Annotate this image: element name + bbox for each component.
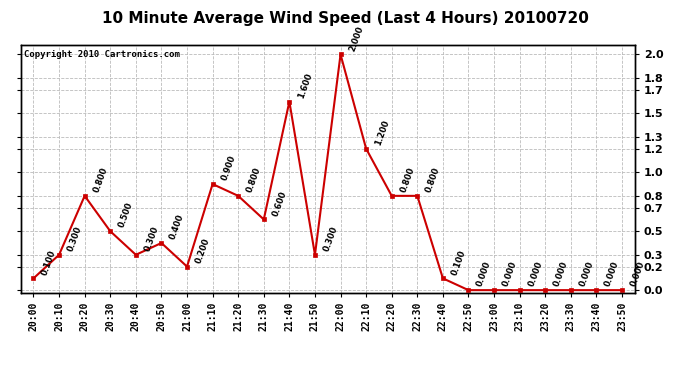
Text: 0.000: 0.000 — [526, 260, 544, 288]
Text: 0.000: 0.000 — [552, 260, 570, 288]
Text: 0.900: 0.900 — [219, 154, 237, 182]
Text: 0.100: 0.100 — [41, 248, 58, 276]
Text: 0.800: 0.800 — [424, 166, 442, 194]
Text: 0.300: 0.300 — [322, 225, 339, 253]
Text: 0.800: 0.800 — [245, 166, 263, 194]
Text: 0.600: 0.600 — [270, 189, 288, 217]
Text: 0.100: 0.100 — [450, 248, 467, 276]
Text: 0.300: 0.300 — [143, 225, 160, 253]
Text: 0.000: 0.000 — [501, 260, 518, 288]
Text: 0.000: 0.000 — [475, 260, 493, 288]
Text: 2.000: 2.000 — [348, 24, 365, 52]
Text: 0.300: 0.300 — [66, 225, 83, 253]
Text: 0.800: 0.800 — [92, 166, 109, 194]
Text: 0.200: 0.200 — [194, 237, 211, 264]
Text: 0.000: 0.000 — [629, 260, 647, 288]
Text: Copyright 2010 Cartronics.com: Copyright 2010 Cartronics.com — [23, 50, 179, 59]
Text: 1.600: 1.600 — [296, 71, 314, 99]
Text: 0.400: 0.400 — [168, 213, 186, 241]
Text: 0.800: 0.800 — [399, 166, 416, 194]
Text: 10 Minute Average Wind Speed (Last 4 Hours) 20100720: 10 Minute Average Wind Speed (Last 4 Hou… — [101, 11, 589, 26]
Text: 0.500: 0.500 — [117, 201, 135, 229]
Text: 1.200: 1.200 — [373, 118, 391, 147]
Text: 0.000: 0.000 — [603, 260, 621, 288]
Text: 0.000: 0.000 — [578, 260, 595, 288]
